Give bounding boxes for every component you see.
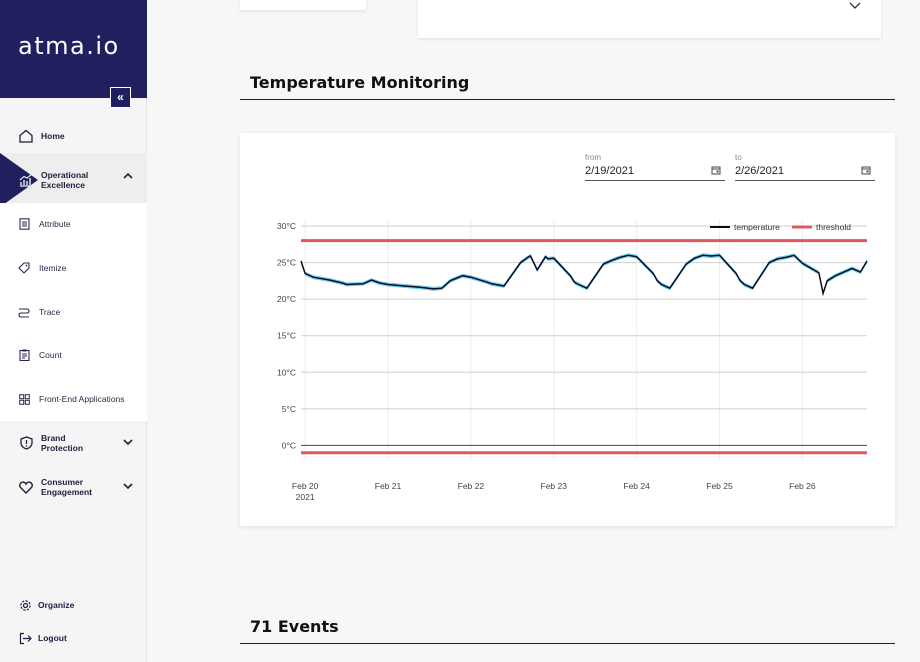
tag-icon [17,261,31,275]
temperature-chart-card: from 2/19/2021 to 2/26/2021 Feb 20 2021 Fe… [240,133,895,526]
y-tick-label: 5°C [282,404,296,414]
nav-organize[interactable]: Organize [0,596,147,614]
sub-item-itemize[interactable]: Itemize [0,261,147,275]
clipboard-icon [17,348,31,362]
document-icon [17,217,31,231]
nav-operational-excellence-label: Operational Excellence [41,170,89,190]
section-divider [240,99,895,100]
chevron-up-icon[interactable] [123,172,133,183]
collapse-sidebar-button[interactable]: « [110,87,131,108]
x-tick-year: 2021 [296,492,315,502]
home-icon [17,127,35,145]
section-title-temperature: Temperature Monitoring [250,73,470,92]
nav-brand-protection[interactable]: Brand Protection [0,432,147,454]
x-tick-label: Feb 26 [789,481,816,491]
x-tick-label: Feb 23 [541,481,568,491]
summary-card [240,0,366,10]
y-tick-label: 15°C [277,331,296,341]
nav-logout[interactable]: Logout [0,629,147,647]
x-tick-label: Feb 22 [458,481,485,491]
nav-consumer-engagement-label: Consumer Engagement [41,477,93,497]
x-tick-label: Feb 21 [375,481,402,491]
sub-item-attribute-label: Attribute [39,219,71,229]
y-tick-label: 20°C [277,294,296,304]
nav-home[interactable]: Home [0,127,147,145]
x-tick-label: Feb 20 [292,481,319,491]
from-date-field[interactable]: from 2/19/2021 [585,153,725,181]
chevron-down-icon[interactable] [123,482,133,493]
x-tick-label: Feb 25 [706,481,733,491]
chevron-down-icon[interactable] [123,438,133,449]
brand-header: atma.io [0,0,147,98]
heart-icon [17,478,35,496]
route-icon [17,305,31,319]
legend-threshold-label: threshold [816,222,851,232]
nav-home-label: Home [41,131,65,141]
from-date-input[interactable]: 2/19/2021 [585,165,725,181]
legend-temperature-label: temperature [734,222,780,232]
to-date-field[interactable]: to 2/26/2021 [735,153,875,181]
submenu [0,203,147,421]
sub-item-itemize-label: Itemize [39,263,67,273]
y-tick-label: 30°C [277,221,296,231]
sub-item-count-label: Count [39,350,62,360]
double-chevron-left-icon: « [117,90,124,104]
brand-logo: atma.io [18,32,120,60]
chevron-down-icon[interactable] [849,0,861,14]
to-date-label: to [735,153,742,162]
y-tick-label: 25°C [277,258,296,268]
nav-organize-label: Organize [38,600,75,610]
to-date-value: 2/26/2021 [735,165,784,177]
sub-item-front-end-applications-label: Front-End Applications [39,394,125,404]
x-tick-label: Feb 24 [623,481,650,491]
filter-card [418,0,881,38]
shield-icon [17,434,35,452]
nav-consumer-engagement[interactable]: Consumer Engagement [0,476,147,498]
section-title-events: 71 Events [250,617,339,636]
sub-item-count[interactable]: Count [0,348,147,362]
nav-active-indicator [0,153,38,207]
nav-operational-excellence[interactable]: Operational Excellence [0,169,147,191]
to-date-input[interactable]: 2/26/2021 [735,165,875,181]
section-divider [240,643,895,644]
nav-logout-label: Logout [38,633,67,643]
logout-icon [16,629,34,647]
temperature-line [300,254,868,297]
calendar-icon[interactable] [711,165,721,177]
temperature-range-band [301,253,867,296]
sidebar: atma.io « Home Operational Excellence [0,0,147,662]
sub-item-front-end-applications[interactable]: Front-End Applications [0,392,147,406]
from-date-value: 2/19/2021 [585,165,634,177]
grid-icon [17,392,31,406]
calendar-icon[interactable] [861,165,871,177]
y-tick-label: 10°C [277,367,296,377]
nav-brand-protection-label: Brand Protection [41,433,84,453]
sub-item-trace[interactable]: Trace [0,305,147,319]
gear-icon [16,596,34,614]
sub-item-attribute[interactable]: Attribute [0,217,147,231]
y-tick-label: 0°C [282,440,296,450]
sub-item-trace-label: Trace [39,307,61,317]
chart-icon [17,171,35,189]
from-date-label: from [585,153,601,162]
